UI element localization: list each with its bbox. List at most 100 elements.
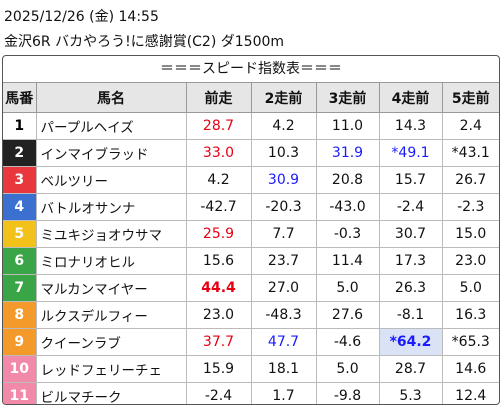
horse-number: 11 xyxy=(3,382,37,404)
horse-row: 3 ベルツリー 4.2 30.9 20.8 15.7 26.7 xyxy=(3,166,499,194)
horse-row: 7 マルカンマイヤー 44.4 27.0 5.0 26.3 5.0 xyxy=(3,274,499,302)
speed-index: -20.3 xyxy=(250,193,317,221)
horse-name: ビルマチーク xyxy=(35,382,187,404)
speed-index: 12.4 xyxy=(441,382,499,404)
horse-row: 8 ルクスデルフィー 23.0 -48.3 27.6 -8.1 16.3 xyxy=(3,301,499,329)
horse-name: クイーンラブ xyxy=(35,328,187,356)
speed-index: 5.0 xyxy=(315,274,380,302)
horse-row: 2 インマイブラッド 33.0 10.3 31.9 *49.1 *43.1 xyxy=(3,139,499,167)
speed-index: 16.3 xyxy=(441,301,499,329)
speed-index: -8.1 xyxy=(378,301,443,329)
horse-number: 7 xyxy=(3,274,37,302)
speed-index: 20.8 xyxy=(315,166,380,194)
horse-name: パープルヘイズ xyxy=(35,112,187,140)
horse-name: ベルツリー xyxy=(35,166,187,194)
column-header: 馬番 xyxy=(3,83,37,113)
horse-number: 5 xyxy=(3,220,37,248)
speed-index: 27.0 xyxy=(250,274,317,302)
horse-number: 8 xyxy=(3,301,37,329)
speed-index: 11.0 xyxy=(315,112,380,140)
horse-name: ミロナリオヒル xyxy=(35,247,187,275)
speed-index: 5.3 xyxy=(378,382,443,404)
horse-number: 2 xyxy=(3,139,37,167)
table-body: 1 パープルヘイズ 28.7 4.2 11.0 14.3 2.4 2 インマイブラッド 33.0 1… xyxy=(3,112,499,404)
horse-name: レッドフェリーチェ xyxy=(35,355,187,383)
column-header: 2走前 xyxy=(250,83,317,113)
speed-index: 14.6 xyxy=(441,355,499,383)
speed-index: *65.3 xyxy=(441,328,499,356)
speed-index: 2.4 xyxy=(441,112,499,140)
speed-index: 30.9 xyxy=(250,166,317,194)
speed-table: 馬番 馬名 前走 2走前 3走前 4走前 5走前 1 パープルヘイズ 28.7 4.2 11.0 14… xyxy=(3,83,499,404)
speed-index: 5.0 xyxy=(315,355,380,383)
speed-index: 28.7 xyxy=(378,355,443,383)
speed-index: 7.7 xyxy=(250,220,317,248)
column-header: 前走 xyxy=(185,83,252,113)
speed-index: 15.7 xyxy=(378,166,443,194)
speed-index: -2.3 xyxy=(441,193,499,221)
horse-row: 6 ミロナリオヒル 15.6 23.7 11.4 17.3 23.0 xyxy=(3,247,499,275)
horse-number: 9 xyxy=(3,328,37,356)
header-row: 馬番 馬名 前走 2走前 3走前 4走前 5走前 xyxy=(3,83,499,113)
horse-number: 1 xyxy=(3,112,37,140)
speed-index: 15.0 xyxy=(441,220,499,248)
speed-index: 11.4 xyxy=(315,247,380,275)
speed-index: 47.7 xyxy=(250,328,317,356)
speed-index: 1.7 xyxy=(250,382,317,404)
speed-index: 30.7 xyxy=(378,220,443,248)
speed-index: 10.3 xyxy=(250,139,317,167)
speed-index: 17.3 xyxy=(378,247,443,275)
speed-index: *49.1 xyxy=(378,139,443,167)
speed-index: 33.0 xyxy=(185,139,252,167)
horse-row: 11 ビルマチーク -2.4 1.7 -9.8 5.3 12.4 xyxy=(3,382,499,404)
speed-index: 37.7 xyxy=(185,328,252,356)
speed-index: -2.4 xyxy=(378,193,443,221)
speed-index: -2.4 xyxy=(185,382,252,404)
horse-name: バトルオサンナ xyxy=(35,193,187,221)
speed-index: 4.2 xyxy=(185,166,252,194)
speed-index: -0.3 xyxy=(315,220,380,248)
column-header: 3走前 xyxy=(315,83,380,113)
datetime: 2025/12/26 (金) 14:55 xyxy=(4,9,159,25)
speed-index: 31.9 xyxy=(315,139,380,167)
column-header: 馬名 xyxy=(35,83,187,113)
speed-index: -43.0 xyxy=(315,193,380,221)
speed-index: -48.3 xyxy=(250,301,317,329)
speed-index: 18.1 xyxy=(250,355,317,383)
speed-index: 14.3 xyxy=(378,112,443,140)
race-info: 金沢6R バカやろう!に感謝賞(C2) ダ1500m xyxy=(4,34,285,50)
speed-index: 23.0 xyxy=(185,301,252,329)
horse-row: 9 クイーンラブ 37.7 47.7 -4.6 *64.2 *65.3 xyxy=(3,328,499,356)
horse-name: インマイブラッド xyxy=(35,139,187,167)
horse-name: マルカンマイヤー xyxy=(35,274,187,302)
speed-index: 28.7 xyxy=(185,112,252,140)
speed-index: 15.9 xyxy=(185,355,252,383)
column-header: 5走前 xyxy=(441,83,499,113)
horse-number: 6 xyxy=(3,247,37,275)
horse-row: 10 レッドフェリーチェ 15.9 18.1 5.0 28.7 14.6 xyxy=(3,355,499,383)
speed-index: *43.1 xyxy=(441,139,499,167)
horse-row: 1 パープルヘイズ 28.7 4.2 11.0 14.3 2.4 xyxy=(3,112,499,140)
speed-index: 4.2 xyxy=(250,112,317,140)
speed-index: 26.7 xyxy=(441,166,499,194)
speed-table-box: ＝＝＝スピード指数表＝＝＝ 馬番 馬名 前走 2走前 3走前 4走前 5走前 1 パープルヘイ… xyxy=(2,55,500,405)
speed-index: -9.8 xyxy=(315,382,380,404)
speed-index: 15.6 xyxy=(185,247,252,275)
speed-index: 23.7 xyxy=(250,247,317,275)
speed-index: *64.2 xyxy=(378,328,443,356)
speed-index: -4.6 xyxy=(315,328,380,356)
speed-index: 25.9 xyxy=(185,220,252,248)
horse-name: ミユキジョオウサマ xyxy=(35,220,187,248)
speed-index: 27.6 xyxy=(315,301,380,329)
speed-index: 26.3 xyxy=(378,274,443,302)
horse-number: 3 xyxy=(3,166,37,194)
speed-index: -42.7 xyxy=(185,193,252,221)
column-header: 4走前 xyxy=(378,83,443,113)
horse-row: 5 ミユキジョオウサマ 25.9 7.7 -0.3 30.7 15.0 xyxy=(3,220,499,248)
speed-index: 5.0 xyxy=(441,274,499,302)
table-title: ＝＝＝スピード指数表＝＝＝ xyxy=(3,56,499,83)
horse-number: 10 xyxy=(3,355,37,383)
horse-row: 4 バトルオサンナ -42.7 -20.3 -43.0 -2.4 -2.3 xyxy=(3,193,499,221)
speed-index: 23.0 xyxy=(441,247,499,275)
